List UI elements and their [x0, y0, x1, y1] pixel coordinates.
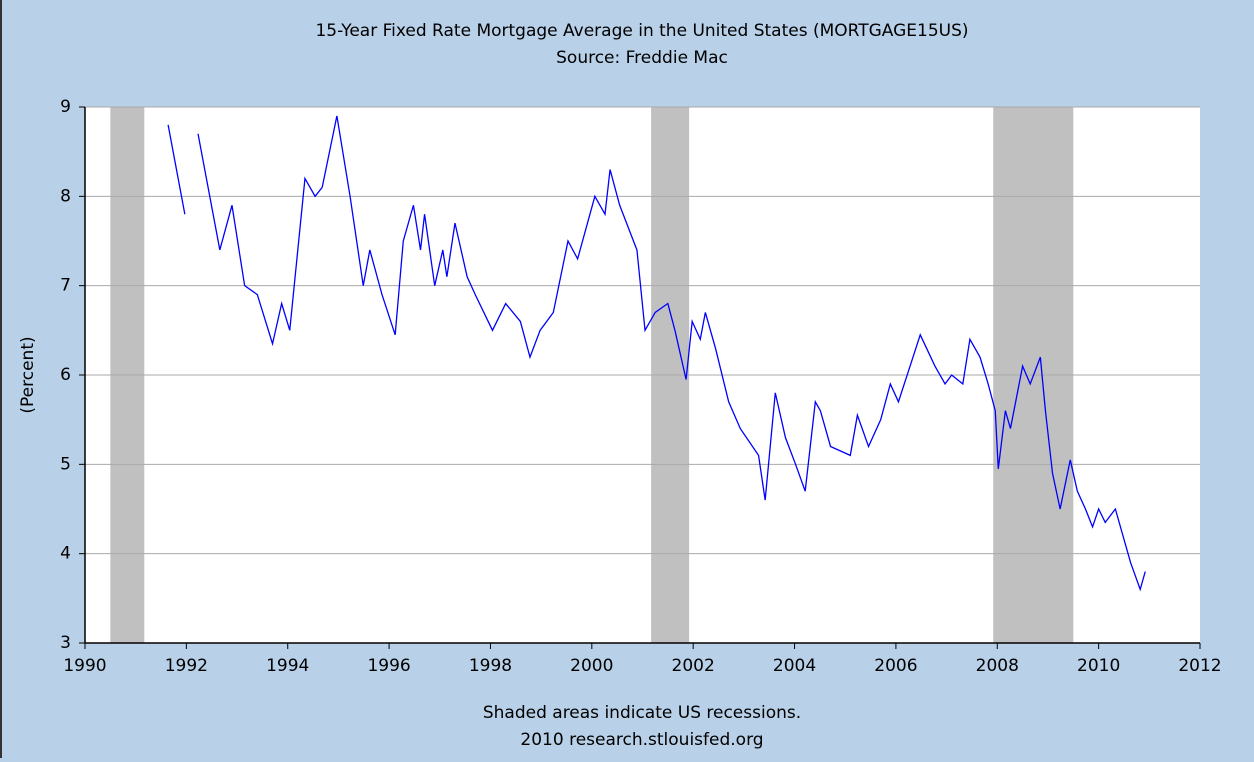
- chart-subtitle: Source: Freddie Mac: [556, 48, 728, 68]
- x-tick-label: 2004: [773, 656, 816, 676]
- chart-title: 15-Year Fixed Rate Mortgage Average in t…: [315, 21, 968, 41]
- y-tick-label: 8: [60, 186, 71, 206]
- x-tick-label: 1992: [165, 656, 208, 676]
- y-tick-label: 9: [60, 97, 71, 117]
- y-tick-label: 7: [60, 276, 71, 296]
- note: Shaded areas indicate US recessions.: [483, 703, 801, 723]
- x-tick-label: 2012: [1178, 656, 1221, 676]
- x-tick-label: 1990: [63, 656, 106, 676]
- y-axis-label: (Percent): [18, 336, 38, 413]
- x-tick-label: 1996: [367, 656, 410, 676]
- data-line: [167, 115, 1146, 592]
- y-tick-label: 5: [60, 454, 71, 474]
- x-tick-label: 2006: [874, 656, 917, 676]
- x-tick-label: 2008: [976, 656, 1019, 676]
- y-tick-label: 3: [60, 633, 71, 653]
- x-tick-label: 2010: [1077, 656, 1120, 676]
- x-tick-label: 2002: [672, 656, 715, 676]
- y-tick-label: 6: [60, 365, 71, 385]
- y-tick-label: 4: [60, 544, 71, 564]
- x-tick-label: 1998: [469, 656, 512, 676]
- x-tick-label: 1994: [266, 656, 309, 676]
- x-tick-label: 2000: [570, 656, 613, 676]
- note: 2010 research.stlouisfed.org: [520, 730, 763, 750]
